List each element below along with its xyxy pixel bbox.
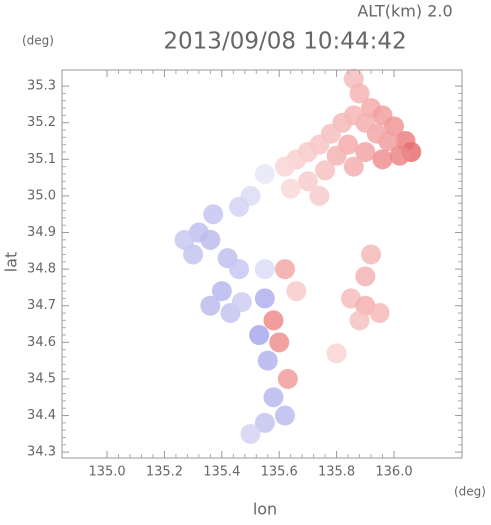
y-tick-label: 34.6 (27, 335, 56, 350)
data-point (263, 387, 284, 408)
y-tick-label: 35.2 (27, 115, 56, 130)
x-unit: (deg) (454, 485, 486, 499)
y-tick-label: 34.5 (27, 371, 56, 386)
data-point (263, 310, 284, 331)
y-tick-label: 35.0 (27, 188, 56, 203)
y-unit: (deg) (22, 34, 54, 48)
data-point (257, 350, 278, 371)
data-point (249, 325, 270, 346)
data-point (286, 281, 307, 302)
data-point (254, 163, 275, 184)
y-tick-label: 34.7 (27, 298, 56, 313)
data-point (183, 244, 204, 265)
data-point (315, 160, 336, 181)
data-point (309, 185, 330, 206)
y-tick-label: 34.3 (27, 445, 56, 460)
data-point (369, 303, 390, 324)
plot-frame (61, 69, 463, 459)
y-tick-label: 34.4 (27, 408, 56, 423)
data-point (229, 259, 250, 280)
data-point (343, 156, 364, 177)
data-point (389, 145, 410, 166)
data-point (361, 244, 382, 265)
subtitle: ALT(km) 2.0 (357, 2, 452, 21)
data-point (349, 83, 370, 104)
data-point (200, 295, 221, 316)
y-tick-label: 34.8 (27, 262, 56, 277)
x-tick-label: 135.2 (146, 465, 183, 480)
data-point (229, 196, 250, 217)
points (174, 68, 422, 444)
data-point (240, 423, 261, 444)
data-point (297, 171, 318, 192)
x-tick-label: 135.8 (318, 465, 355, 480)
data-point (203, 204, 224, 225)
data-point (349, 310, 370, 331)
data-point (280, 178, 301, 199)
data-point (211, 281, 232, 302)
x-tick-label: 136.0 (375, 465, 412, 480)
y-tick-label: 35.3 (27, 79, 56, 94)
x-tick-label: 135.6 (261, 465, 298, 480)
data-point (277, 368, 298, 389)
data-point (274, 259, 295, 280)
data-point (372, 149, 393, 170)
data-point (326, 343, 347, 364)
data-point (274, 156, 295, 177)
data-point (274, 405, 295, 426)
x-tick-label: 135.0 (88, 465, 125, 480)
data-point (231, 292, 252, 313)
data-point (254, 288, 275, 309)
data-point (174, 229, 195, 250)
data-point (355, 141, 376, 162)
data-point (254, 259, 275, 280)
x-tick-label: 135.4 (203, 465, 240, 480)
y-tick-label: 34.9 (27, 225, 56, 240)
data-point (254, 412, 275, 433)
data-point (355, 266, 376, 287)
chart-title: 2013/09/08 10:44:42 (163, 29, 406, 55)
y-tick-label: 35.1 (27, 152, 56, 167)
y-axis-label: lat (2, 252, 21, 273)
data-point (200, 229, 221, 250)
data-point (326, 145, 347, 166)
data-point (269, 332, 290, 353)
x-axis-label: lon (253, 500, 277, 519)
